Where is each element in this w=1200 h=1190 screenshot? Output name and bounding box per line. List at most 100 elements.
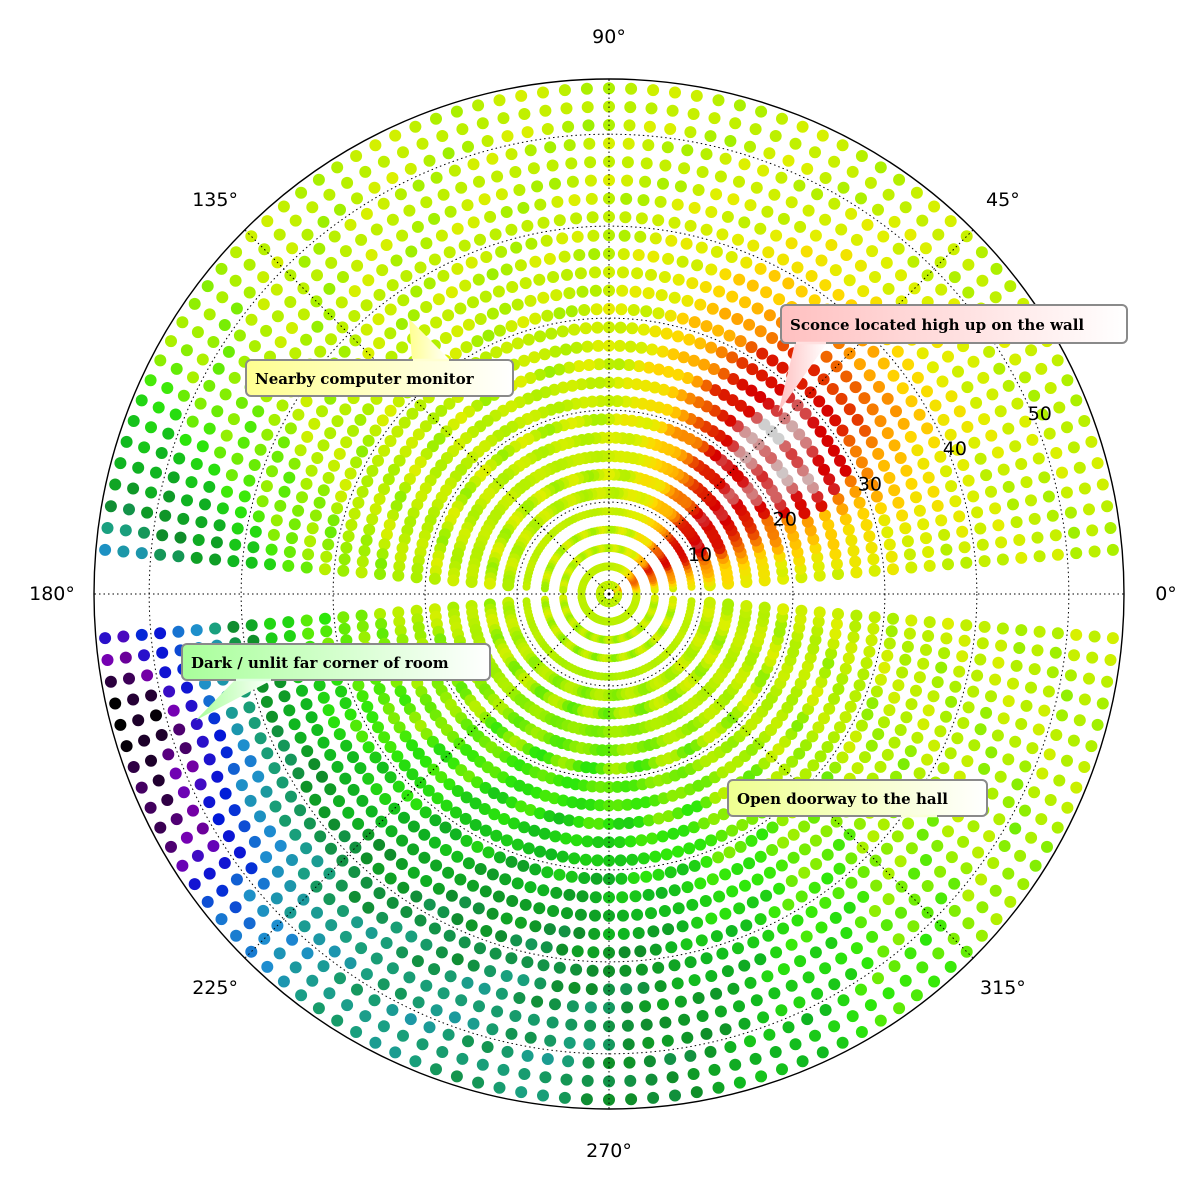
data-point: [786, 755, 799, 768]
data-point: [271, 865, 284, 878]
data-point: [709, 791, 722, 804]
data-point: [185, 476, 198, 489]
data-point: [727, 982, 740, 995]
data-point: [238, 490, 251, 503]
data-point: [443, 929, 456, 942]
data-point: [968, 739, 981, 752]
data-point: [1038, 471, 1051, 484]
data-point: [370, 223, 383, 236]
radial-tick-label: 50: [1028, 403, 1052, 425]
data-point: [723, 329, 736, 342]
data-point: [904, 745, 917, 758]
data-point: [713, 890, 726, 903]
data-point: [521, 956, 534, 969]
data-point: [704, 1045, 717, 1058]
data-point: [243, 917, 256, 930]
annotations: Sconce located high up on the wallNearby…: [181, 304, 1128, 818]
data-point: [615, 303, 628, 316]
data-point: [369, 503, 382, 516]
data-point: [971, 506, 984, 519]
data-point: [800, 739, 812, 752]
data-point: [845, 852, 858, 865]
data-point: [493, 851, 506, 864]
data-point: [324, 783, 337, 796]
data-point: [878, 661, 891, 674]
data-point: [613, 339, 626, 352]
data-point: [667, 348, 680, 361]
data-point: [573, 815, 585, 828]
data-point: [905, 842, 918, 855]
data-point: [120, 435, 133, 448]
data-point: [384, 848, 397, 861]
data-point: [1101, 500, 1114, 513]
data-point: [744, 976, 757, 989]
grid-spoke: [608, 593, 974, 959]
data-point: [706, 873, 719, 886]
data-point: [256, 495, 269, 508]
data-point: [474, 863, 487, 875]
data-points: [99, 82, 1119, 1106]
data-point: [449, 347, 462, 360]
data-point: [1049, 529, 1062, 542]
data-point: [892, 679, 905, 692]
data-point: [581, 340, 594, 353]
data-point: [1044, 382, 1057, 394]
data-point: [823, 702, 836, 715]
data-point: [881, 526, 894, 539]
data-point: [382, 473, 395, 486]
data-point: [895, 906, 907, 919]
data-point: [861, 218, 874, 231]
data-point: [1060, 486, 1073, 499]
data-point: [855, 150, 868, 162]
data-point: [877, 230, 890, 243]
data-point: [692, 184, 705, 196]
data-point: [455, 994, 468, 1007]
data-point: [858, 392, 871, 405]
data-point: [731, 863, 744, 875]
data-point: [472, 1076, 485, 1089]
data-point: [437, 906, 450, 919]
data-point: [209, 553, 222, 566]
data-point: [885, 625, 898, 638]
data-point: [471, 335, 484, 348]
data-point: [406, 768, 419, 781]
data-point: [355, 609, 368, 622]
data-point: [513, 184, 526, 196]
data-point: [867, 553, 880, 566]
data-point: [899, 974, 912, 987]
data-point: [257, 877, 270, 890]
data-point: [603, 1001, 615, 1014]
data-point: [439, 332, 452, 344]
data-point: [622, 137, 635, 150]
data-point: [540, 234, 553, 247]
data-point: [311, 906, 323, 919]
data-point: [736, 357, 749, 369]
data-point: [694, 337, 707, 350]
data-point: [860, 657, 873, 669]
grid-circle: [516, 501, 702, 687]
data-point: [484, 210, 497, 223]
data-point: [450, 1070, 463, 1083]
data-point: [864, 176, 877, 189]
data-point: [849, 485, 862, 498]
data-point: [114, 457, 127, 470]
data-point: [1004, 895, 1017, 908]
data-point: [829, 548, 842, 561]
data-point: [338, 553, 351, 566]
data-point: [499, 873, 512, 886]
data-point: [686, 277, 699, 290]
data-point: [313, 496, 326, 509]
data-point: [953, 510, 966, 523]
data-point: [585, 983, 598, 996]
data-point: [910, 684, 922, 697]
data-point: [874, 415, 887, 428]
data-point: [581, 835, 594, 848]
data-point: [442, 1028, 455, 1041]
data-point: [380, 239, 393, 251]
data-point: [386, 213, 399, 226]
data-point: [355, 942, 368, 955]
data-point: [652, 363, 665, 376]
data-point: [460, 341, 473, 354]
data-point: [341, 176, 354, 189]
data-point: [405, 930, 418, 943]
